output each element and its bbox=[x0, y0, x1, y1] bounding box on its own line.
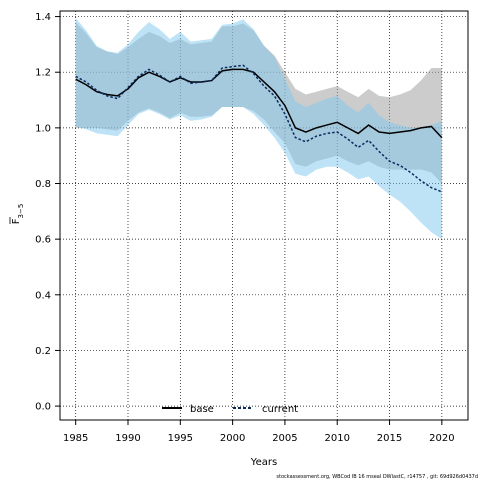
legend-label-current: current bbox=[262, 404, 298, 415]
x-tick-label-2010: 2010 bbox=[325, 433, 350, 444]
series-line-base bbox=[75, 68, 443, 139]
footnote: stockassessment.org, WBCod IB 16 mseal D… bbox=[276, 474, 478, 480]
band-current bbox=[75, 17, 442, 240]
y-axis-title: F3−5 bbox=[9, 204, 25, 225]
x-tick-label-2020: 2020 bbox=[429, 433, 454, 444]
x-axis: 1985 1990 1995 2000 2005 2010 2015 2020 bbox=[63, 420, 455, 444]
y-tick-label-1: 1.0 bbox=[35, 123, 51, 134]
series-lines bbox=[75, 64, 443, 193]
y-axis-title-main: F bbox=[11, 218, 22, 224]
confidence-bands bbox=[75, 17, 442, 240]
x-tick-label-2005: 2005 bbox=[272, 433, 297, 444]
y-tick-label-0.4: 0.4 bbox=[35, 290, 51, 301]
y-tick-label-1.2: 1.2 bbox=[35, 68, 51, 79]
svg-text:F3−5: F3−5 bbox=[11, 204, 25, 225]
y-tick-label-0.8: 0.8 bbox=[35, 179, 51, 190]
y-tick-label-0.6: 0.6 bbox=[35, 235, 51, 246]
x-tick-label-2000: 2000 bbox=[220, 433, 245, 444]
y-tick-label-1.4: 1.4 bbox=[35, 12, 51, 23]
y-axis-title-sub: 3−5 bbox=[17, 204, 25, 219]
y-tick-label-0: 0.0 bbox=[35, 402, 51, 413]
x-tick-label-1995: 1995 bbox=[168, 433, 193, 444]
x-axis-title: Years bbox=[250, 457, 277, 468]
y-axis: 0.0 0.2 0.4 0.6 0.8 1.0 1.2 1.4 bbox=[35, 12, 60, 413]
x-tick-label-2015: 2015 bbox=[377, 433, 402, 444]
legend-label-base: base bbox=[190, 404, 214, 415]
x-tick-label-1985: 1985 bbox=[63, 433, 88, 444]
x-tick-label-1990: 1990 bbox=[115, 433, 140, 444]
legend: base current bbox=[162, 404, 298, 415]
plot-frame bbox=[59, 10, 469, 421]
y-tick-label-0.2: 0.2 bbox=[35, 346, 51, 357]
